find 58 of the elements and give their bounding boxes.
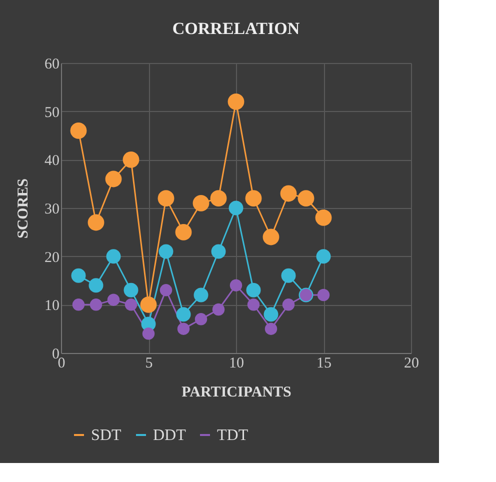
point <box>175 224 192 240</box>
point <box>140 296 157 313</box>
x-tick-label: 20 <box>404 356 419 372</box>
point <box>88 278 104 293</box>
point <box>298 190 314 207</box>
point <box>245 190 262 207</box>
point <box>176 307 191 322</box>
point <box>246 282 261 298</box>
legend-label: TDT <box>217 427 248 444</box>
y-tick-label: 50 <box>44 104 60 121</box>
point <box>262 228 280 246</box>
y-axis-title: SCORES <box>16 178 32 239</box>
point <box>210 190 227 207</box>
y-tick-label: 30 <box>44 202 60 218</box>
x-tick-label: 10 <box>229 356 244 372</box>
y-tick-label: 60 <box>44 56 60 72</box>
point <box>281 268 296 283</box>
point <box>315 209 332 226</box>
point <box>122 151 140 168</box>
point <box>282 298 295 311</box>
point <box>72 298 85 311</box>
chart-title: CORRELATION <box>172 19 300 38</box>
y-tick-label: 20 <box>44 250 60 266</box>
x-tick-label: 5 <box>145 356 153 372</box>
point <box>194 313 208 326</box>
point <box>88 214 104 231</box>
point <box>212 303 225 316</box>
point <box>228 93 244 110</box>
x-axis-title: PARTICIPANTS <box>182 384 292 400</box>
point <box>230 279 242 292</box>
legend-label: DDT <box>153 427 186 444</box>
point <box>106 249 121 264</box>
point <box>247 298 260 311</box>
point <box>177 322 190 335</box>
point <box>316 249 331 264</box>
point <box>71 268 86 283</box>
x-tick-label: 15 <box>316 356 332 372</box>
y-tick-label: 40 <box>44 153 60 170</box>
point <box>264 307 278 322</box>
point <box>211 244 226 259</box>
point <box>228 200 244 216</box>
point <box>124 282 138 298</box>
point <box>280 185 297 202</box>
point <box>158 190 174 207</box>
y-tick-label: 10 <box>44 298 60 314</box>
point <box>107 294 120 306</box>
point <box>194 288 208 302</box>
point <box>160 284 172 296</box>
point <box>264 322 278 335</box>
legend-label: SDT <box>91 427 122 444</box>
point <box>317 288 330 302</box>
point <box>124 298 138 311</box>
point <box>142 328 155 340</box>
point <box>192 194 210 212</box>
point <box>105 170 122 188</box>
point <box>70 122 87 139</box>
point <box>90 298 102 311</box>
point <box>158 244 174 259</box>
